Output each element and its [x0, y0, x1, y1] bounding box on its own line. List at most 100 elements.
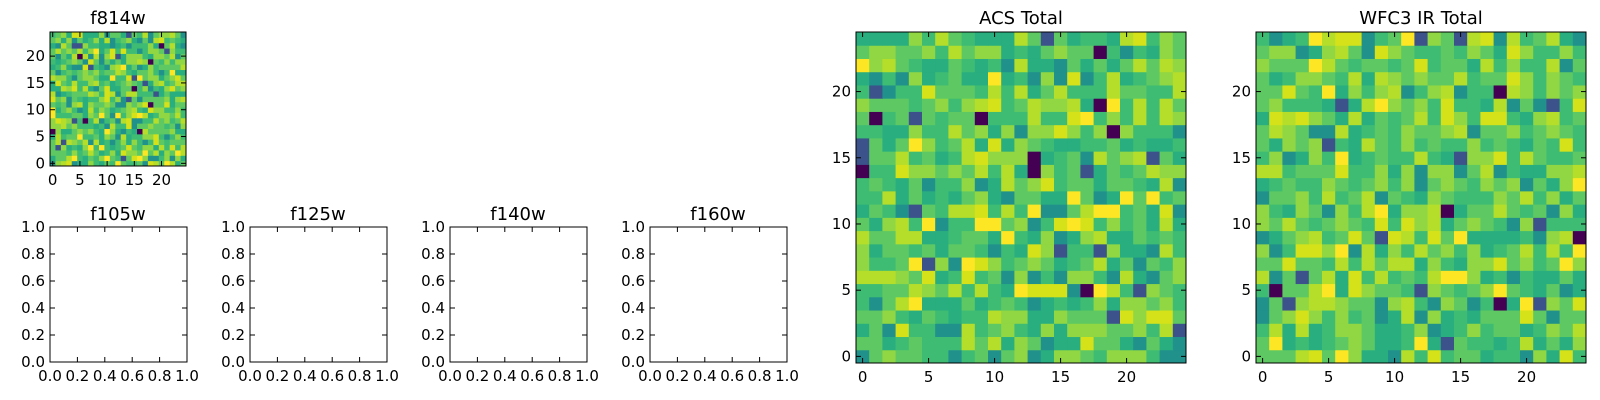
heatmap-cell — [1040, 323, 1055, 338]
tick-marks — [249, 226, 388, 363]
heatmap-cell — [856, 98, 870, 112]
y-tick-label: 0.6 — [221, 272, 245, 290]
heatmap-cell — [153, 155, 160, 162]
y-tick-label: 20 — [26, 47, 45, 65]
heatmap-cell — [1454, 310, 1468, 324]
heatmap-cell — [1374, 243, 1389, 258]
heatmap-cell — [142, 74, 149, 81]
heatmap-cell — [1067, 84, 1081, 99]
heatmap-cell — [66, 48, 73, 54]
heatmap-cell — [1146, 164, 1161, 179]
heatmap-cell — [71, 139, 78, 146]
heatmap-cell — [1001, 58, 1015, 73]
heatmap-cell — [1067, 257, 1081, 271]
heatmap-cell — [153, 112, 160, 119]
heatmap-cell — [1282, 190, 1297, 205]
heatmap-cell — [988, 217, 1002, 232]
heatmap-cell — [974, 204, 989, 218]
heatmap-cell — [60, 32, 67, 38]
heatmap-cell — [1159, 58, 1174, 73]
heatmap-cell — [1335, 58, 1349, 73]
heatmap-cell — [869, 323, 883, 338]
heatmap-cell — [137, 128, 143, 135]
heatmap-cell — [908, 190, 923, 205]
heatmap-cell — [142, 80, 149, 87]
heatmap-cell — [1269, 151, 1283, 165]
heatmap-cell — [147, 133, 154, 140]
heatmap-cell — [1572, 32, 1587, 46]
heatmap-cell — [1427, 137, 1442, 152]
heatmap-cell — [869, 190, 883, 205]
heatmap-cell — [1559, 137, 1574, 152]
heatmap-cell — [1295, 151, 1310, 165]
heatmap-cell — [1401, 98, 1415, 112]
heatmap-cell — [988, 45, 1002, 59]
x-tick-label: 0 — [48, 171, 58, 189]
y-tick-label: 0.8 — [221, 245, 245, 263]
heatmap-cell — [1572, 137, 1587, 152]
heatmap-cell — [98, 128, 105, 135]
heatmap-cell — [147, 128, 154, 135]
heatmap-cell — [1159, 124, 1174, 139]
heatmap-cell — [1348, 323, 1363, 338]
heatmap-cell — [88, 53, 95, 60]
heatmap-cell — [1361, 151, 1376, 165]
heatmap-cell — [1427, 58, 1442, 73]
heatmap-cell — [1533, 124, 1547, 139]
heatmap-cell — [1520, 349, 1534, 364]
heatmap-cell — [1546, 84, 1561, 99]
heatmap-cell — [1172, 32, 1187, 46]
heatmap-cell — [147, 117, 154, 124]
heatmap-cell — [935, 177, 949, 192]
heatmap-cell — [120, 85, 127, 92]
heatmap-cell — [1427, 98, 1442, 112]
y-tick-label: 1.0 — [621, 218, 645, 236]
heatmap-cell — [1040, 151, 1055, 165]
heatmap-cell — [1093, 323, 1108, 338]
heatmap-cell — [948, 336, 963, 351]
heatmap-cell — [1269, 349, 1283, 364]
heatmap-cell — [126, 112, 133, 119]
heatmap-cell — [142, 53, 149, 60]
heatmap-cell — [66, 90, 73, 97]
heatmap-cell — [1546, 45, 1561, 59]
heatmap-cell — [1133, 230, 1147, 245]
heatmap-cell — [1295, 204, 1310, 218]
heatmap-cell — [142, 101, 149, 108]
heatmap-cell — [164, 101, 171, 108]
heatmap-cell — [1520, 310, 1534, 324]
heatmap-cell — [922, 283, 936, 298]
heatmap-cell — [180, 112, 187, 119]
heatmap-cell — [856, 257, 870, 271]
heatmap-cell — [1172, 204, 1187, 218]
heatmap-cell — [1533, 323, 1547, 338]
heatmap-cell — [922, 323, 936, 338]
heatmap-cell — [120, 128, 127, 135]
heatmap-cell — [1014, 349, 1029, 364]
heatmap-cell — [1520, 217, 1534, 232]
heatmap-cell — [988, 177, 1002, 192]
heatmap-cell — [147, 32, 154, 38]
heatmap-cell — [922, 336, 936, 351]
heatmap-cell — [164, 128, 171, 135]
heatmap-cell — [1454, 111, 1468, 126]
heatmap-cell — [1295, 217, 1310, 232]
heatmap-cell — [882, 217, 897, 232]
heatmap-cell — [1014, 151, 1029, 165]
heatmap-cell — [856, 296, 870, 311]
heatmap-cell — [961, 336, 976, 351]
heatmap-cell — [55, 85, 62, 92]
heatmap-cell — [1040, 98, 1055, 112]
heatmap-cell — [1467, 283, 1481, 298]
heatmap-cell — [131, 112, 138, 119]
heatmap-cell — [1467, 177, 1481, 192]
heatmap-cell — [1093, 190, 1108, 205]
heatmap-cell — [1559, 45, 1574, 59]
heatmap-cell — [50, 48, 56, 54]
heatmap-cell — [60, 101, 67, 108]
heatmap-cell — [1454, 243, 1468, 258]
heatmap-cell — [882, 296, 897, 311]
heatmap-cell — [88, 117, 95, 124]
y-tick-label: 0 — [35, 154, 45, 172]
x-tick-label: 5 — [75, 171, 85, 189]
